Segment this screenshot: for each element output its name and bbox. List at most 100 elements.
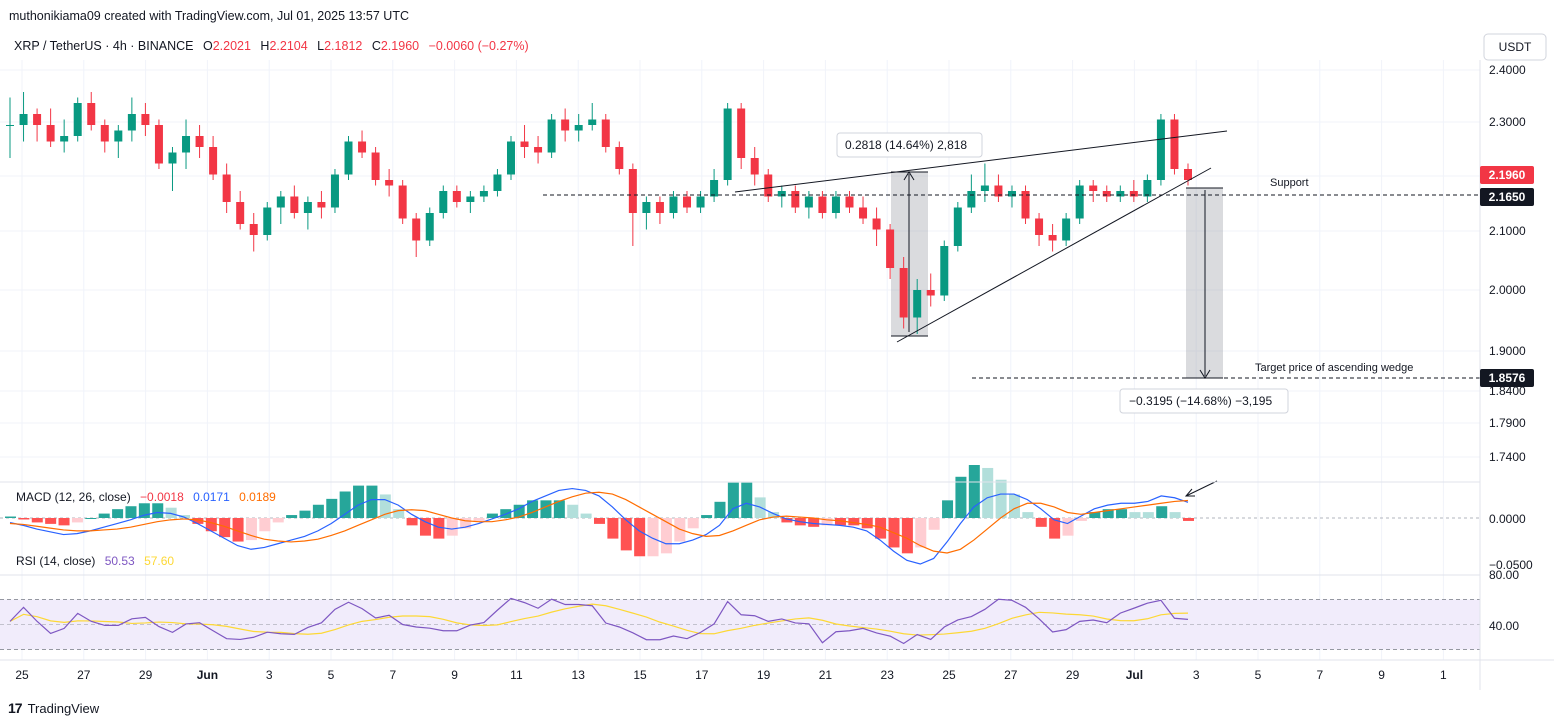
macd-histogram-bar [98,513,110,518]
candle-body [588,119,597,125]
macd-histogram-bar [915,518,927,548]
time-tick-label: 9 [1378,668,1385,682]
candle-body [520,141,529,147]
time-tick-label: 11 [510,668,523,682]
macd-histogram-bar [808,518,820,527]
candle-body [615,147,624,169]
candle-body [1048,235,1057,241]
candle-body [994,185,1003,197]
time-tick-label: 7 [1316,668,1323,682]
candle-body [425,213,434,241]
macd-histogram-bar [968,465,980,518]
candle-body [1035,218,1044,235]
axes: 2.40002.30002.20002.10002.00001.90001.84… [0,60,1554,690]
currency-badge[interactable] [1483,33,1547,61]
candle-body [642,202,651,213]
candle-body [1062,218,1071,241]
macd-histogram-bar [620,518,632,551]
candle-body [1184,169,1192,180]
macd-histogram-bar [714,501,726,518]
candle-body [534,147,543,153]
time-tick-label: 23 [881,668,895,682]
time-tick-label: 29 [1066,668,1080,682]
macd-histogram-bar [85,518,97,519]
macd-histogram-bar [1102,509,1114,518]
macd-histogram-bar [205,518,217,532]
macd-histogram-bar [219,518,231,538]
macd-histogram-bar [379,494,391,518]
time-tick-label: 1 [1440,668,1447,682]
macd-legend: MACD (12, 26, close) −0.0018 0.0171 0.01… [16,490,276,504]
macd-histogram-bar [446,518,458,536]
rsi-tick-0: 80.00 [1489,568,1519,582]
time-tick-label: 5 [1255,668,1262,682]
macd-histogram-bar [834,518,846,526]
macd-histogram-bar [527,500,539,518]
candle-body [398,185,407,219]
time-tick-label: Jun [197,668,218,682]
candle-body [1102,191,1111,197]
candle-body [777,191,786,197]
close-label: C [372,39,381,53]
candle-body [859,207,868,219]
candle-body [1116,191,1125,197]
price-tick-label: 2.1000 [1489,224,1526,238]
candle-body [845,196,854,208]
macd-histogram-bar [31,518,43,523]
candle-body [655,202,664,213]
macd-histogram-bar [540,500,552,518]
candle-body [1021,191,1030,219]
candle-body [412,218,421,241]
candle-body [764,174,773,197]
price-tick-label: 1.7900 [1489,416,1526,430]
rsi-ma-value: 57.60 [144,554,174,568]
candle-body [953,207,962,246]
candle-body [168,152,177,164]
macd-histogram-bar [58,518,70,526]
time-tick-label: 29 [139,668,153,682]
macd-histogram-bar [366,485,378,518]
candle-body [141,114,150,125]
candle-body [236,202,245,224]
macd-histogram-bar [660,518,672,554]
chart-frame[interactable]: 2.40002.30002.20002.10002.00001.90001.84… [0,30,1554,690]
macd-histogram-bar [1075,518,1087,521]
trading-chart[interactable]: 2.40002.30002.20002.10002.00001.90001.84… [0,30,1554,690]
macd-histogram-bar [687,518,699,529]
candle-body [940,246,949,296]
macd-histogram-bar [727,482,739,518]
time-tick-label: 21 [819,668,833,682]
candle-body [506,141,515,175]
candle-body [1143,180,1152,197]
lower-measure-label: −0.3195 (−14.68%) −3,195 [1129,394,1272,408]
macd-pane [0,465,1480,565]
time-tick-label: 7 [389,668,396,682]
candle-body [33,114,42,125]
rsi-band [0,599,1480,650]
time-tick-label: 15 [633,668,647,682]
macd-histogram-bar [152,503,164,518]
grid [0,60,1480,660]
candle-body [46,125,55,142]
candle-body [182,136,191,153]
price-tick-label: 1.9000 [1489,344,1526,358]
candle-body [195,136,204,147]
macd-signal-value: 0.0189 [239,490,276,504]
candle-body [561,119,570,131]
candles [6,92,1192,334]
macd-histogram-bar [71,518,83,523]
candle-body [358,141,367,153]
candle-body [723,108,732,180]
macd-histogram-bar [1008,494,1020,518]
macd-histogram-bar [607,518,619,539]
last-price-value: 2.1960 [1489,168,1526,182]
candle-body [791,191,800,208]
macd-histogram-bar [286,515,298,518]
candle-body [344,141,353,175]
candle-body [886,229,895,268]
macd-histogram-bar [701,515,713,518]
candle-body [100,125,109,142]
rsi-legend: RSI (14, close) 50.53 57.60 [16,554,174,568]
low-value: 2.1812 [324,39,362,53]
macd-tick-1: −0.0500 [1489,558,1533,572]
